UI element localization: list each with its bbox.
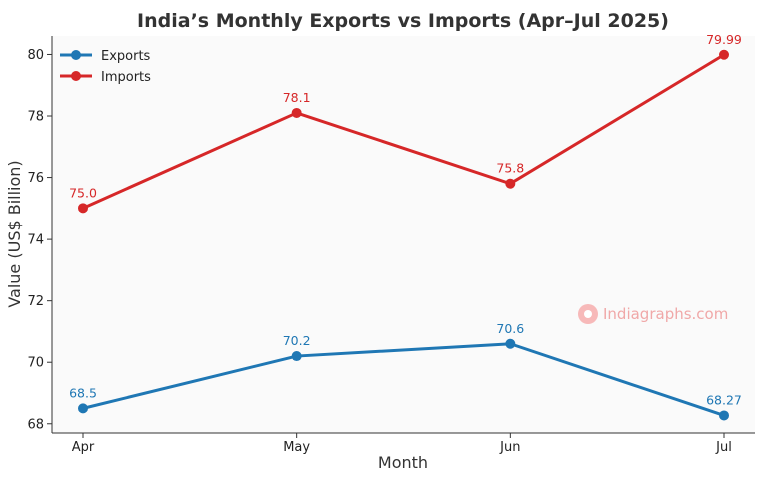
- series-imports: 75.0 78.1 75.8 79.99: [69, 32, 742, 214]
- watermark: Indiagraphs.com: [578, 304, 728, 324]
- x-tick-label: Apr: [72, 440, 95, 455]
- y-tick-label: 68: [27, 417, 44, 432]
- watermark-logo-center: [584, 310, 592, 318]
- y-ticks: 68 70 72 74 76 78 80: [27, 48, 52, 432]
- y-axis-label: Value (US$ Billion): [5, 160, 24, 307]
- axes: [51, 36, 755, 434]
- chart-title: India’s Monthly Exports vs Imports (Apr–…: [137, 10, 669, 32]
- imports-point: [78, 203, 88, 214]
- y-tick-label: 78: [27, 110, 44, 125]
- imports-point: [291, 107, 302, 118]
- imports-data-label: 75.8: [496, 161, 524, 176]
- imports-data-label: 75.0: [69, 185, 97, 200]
- series-exports: 68.5 70.2 70.6 68.27: [69, 321, 742, 421]
- exports-data-label: 68.27: [706, 392, 742, 407]
- exports-point: [505, 338, 516, 349]
- plot-area: [52, 36, 755, 433]
- watermark-text: Indiagraphs.com: [603, 305, 728, 323]
- exports-point: [78, 403, 88, 414]
- x-tick-label: Jun: [499, 440, 520, 455]
- x-axis-label: Month: [378, 453, 428, 472]
- exports-line: [82, 342, 725, 417]
- exports-point: [719, 410, 729, 421]
- legend-exports-marker: [71, 50, 81, 60]
- y-tick-label: 80: [27, 48, 44, 63]
- x-tick-label: Jul: [715, 440, 732, 455]
- legend-imports-marker: [71, 71, 81, 81]
- y-tick-label: 72: [27, 294, 44, 309]
- legend-imports-label: Imports: [101, 70, 151, 85]
- imports-line: [82, 53, 725, 210]
- series-layer: 68.5 70.2 70.6 68.27 75.0 78.1 75.8 79.99: [69, 32, 742, 421]
- y-tick-label: 70: [27, 356, 44, 371]
- y-tick-label: 76: [27, 171, 44, 186]
- imports-data-label: 79.99: [706, 32, 742, 47]
- x-ticks: Apr May Jun Jul: [72, 433, 732, 455]
- legend: Exports Imports: [60, 49, 151, 85]
- exports-data-label: 68.5: [69, 385, 97, 400]
- imports-point: [505, 178, 516, 189]
- y-tick-label: 74: [27, 233, 44, 248]
- exports-data-label: 70.2: [283, 333, 311, 348]
- x-tick-label: May: [283, 440, 310, 455]
- exports-point: [291, 351, 302, 362]
- imports-data-label: 78.1: [283, 90, 311, 105]
- exports-data-label: 70.6: [496, 321, 524, 336]
- imports-point: [719, 49, 729, 60]
- legend-exports-label: Exports: [101, 49, 151, 64]
